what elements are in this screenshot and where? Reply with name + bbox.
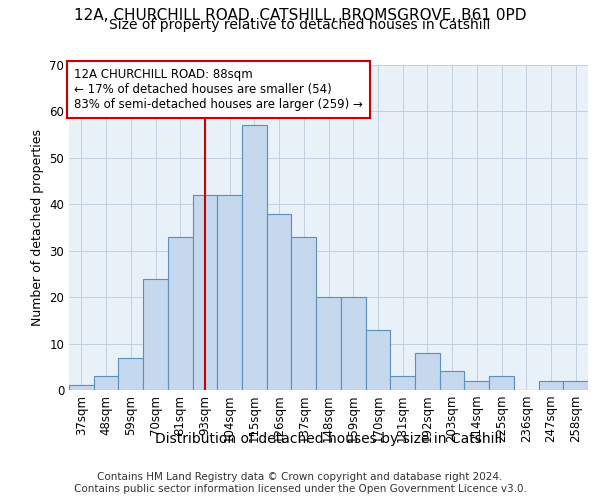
Bar: [464, 380, 489, 390]
Bar: [143, 278, 168, 390]
Bar: [168, 237, 193, 390]
Bar: [489, 376, 514, 390]
Bar: [365, 330, 390, 390]
Bar: [217, 195, 242, 390]
Bar: [390, 376, 415, 390]
Bar: [193, 195, 217, 390]
Bar: [539, 380, 563, 390]
Bar: [69, 386, 94, 390]
Bar: [341, 297, 365, 390]
Bar: [415, 353, 440, 390]
Bar: [94, 376, 118, 390]
Bar: [267, 214, 292, 390]
Text: Distribution of detached houses by size in Catshill: Distribution of detached houses by size …: [155, 432, 502, 446]
Bar: [242, 126, 267, 390]
Bar: [118, 358, 143, 390]
Bar: [316, 297, 341, 390]
Text: 12A, CHURCHILL ROAD, CATSHILL, BROMSGROVE, B61 0PD: 12A, CHURCHILL ROAD, CATSHILL, BROMSGROV…: [74, 8, 526, 22]
Text: Contains public sector information licensed under the Open Government Licence v3: Contains public sector information licen…: [74, 484, 526, 494]
Y-axis label: Number of detached properties: Number of detached properties: [31, 129, 44, 326]
Text: 12A CHURCHILL ROAD: 88sqm
← 17% of detached houses are smaller (54)
83% of semi-: 12A CHURCHILL ROAD: 88sqm ← 17% of detac…: [74, 68, 363, 112]
Text: Size of property relative to detached houses in Catshill: Size of property relative to detached ho…: [109, 18, 491, 32]
Bar: [292, 237, 316, 390]
Bar: [563, 380, 588, 390]
Text: Contains HM Land Registry data © Crown copyright and database right 2024.: Contains HM Land Registry data © Crown c…: [97, 472, 503, 482]
Bar: [440, 372, 464, 390]
